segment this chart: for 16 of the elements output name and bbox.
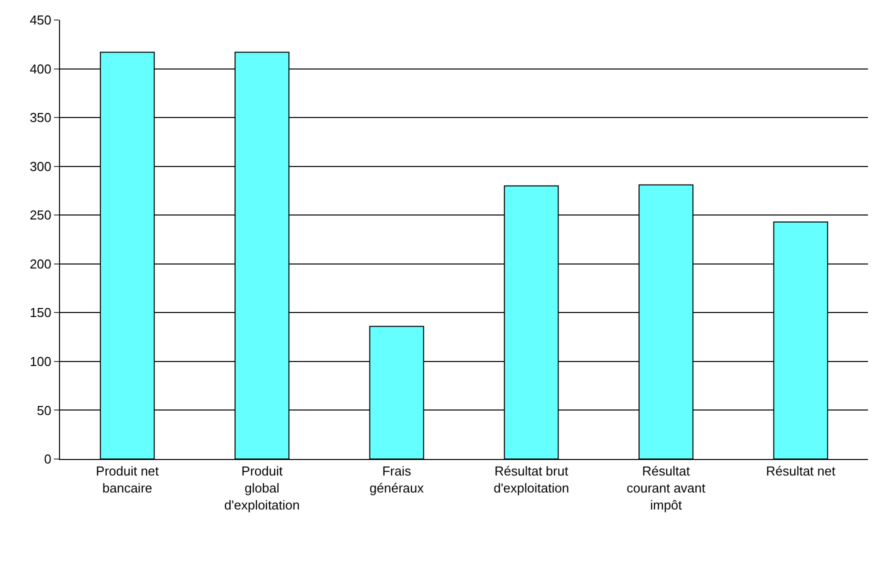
y-tick-label: 150 — [30, 305, 52, 320]
x-tick-label: Résultat net — [766, 464, 836, 479]
y-tick-label: 250 — [30, 208, 52, 223]
y-tick-label: 300 — [30, 158, 52, 174]
x-tick-label: Frais généraux — [370, 464, 424, 496]
y-tick-label: 0 — [44, 452, 52, 467]
y-tick-label: 100 — [30, 354, 52, 369]
y-tick-label: 350 — [30, 110, 52, 126]
y-tick-label: 400 — [30, 61, 52, 76]
y-tick-label: 200 — [30, 256, 52, 272]
y-tick-label: 450 — [30, 12, 52, 28]
x-tick-label: Résultat brut d'exploitation — [494, 464, 570, 496]
x-tick-label: Produit net bancaire — [96, 464, 160, 496]
x-tick-label: Produit global d'exploitation — [224, 464, 300, 512]
y-tick-label: 50 — [36, 402, 52, 418]
x-tick-label: Résultat courant avant impôt — [626, 464, 706, 512]
